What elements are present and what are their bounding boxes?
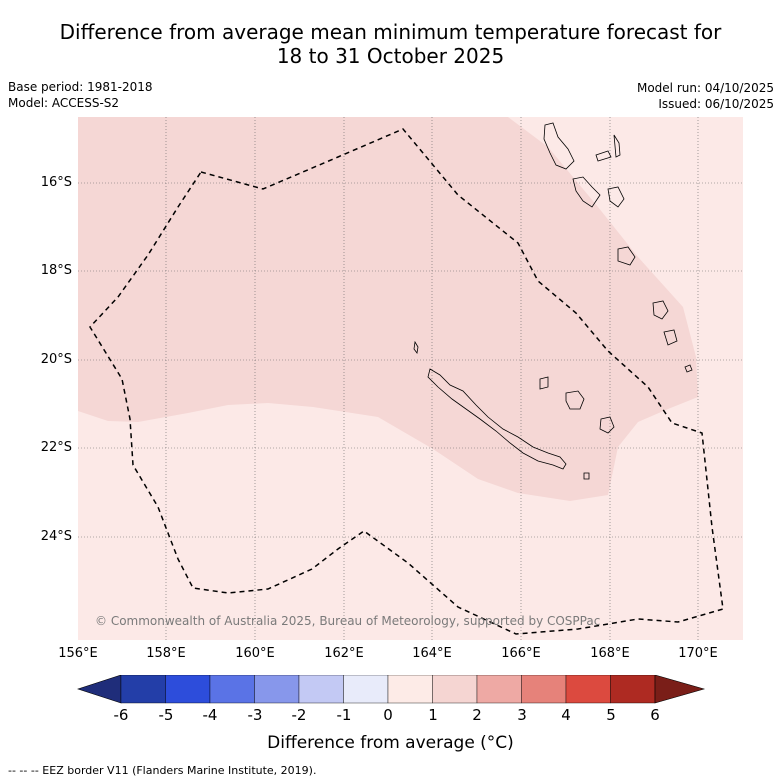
colorbar-label: -1 (336, 706, 352, 724)
colorbar-segment (565, 675, 611, 704)
colorbar-segment (476, 675, 522, 704)
colorbar-label: 1 (428, 706, 438, 724)
lon-label-170e: 170°E (678, 646, 718, 661)
colorbar-label: -2 (291, 706, 307, 724)
vanuatu-pentecost (607, 186, 625, 208)
colorbar-label: 5 (606, 706, 616, 724)
new-caledonia-island (427, 368, 567, 470)
colorbar-segment (387, 675, 433, 704)
forecast-map[interactable] (78, 117, 743, 640)
colorbar-label: -4 (202, 706, 218, 724)
isle-of-pines (583, 472, 590, 480)
eez-border (89, 128, 724, 635)
model-name: Model: ACCESS-S2 (8, 96, 120, 110)
colorbar-segment (521, 675, 567, 704)
colorbar-segment (209, 675, 255, 704)
colorbar-label: 0 (383, 706, 393, 724)
colorbar-segment (165, 675, 211, 704)
lat-label-18s: 18°S (40, 263, 72, 278)
colorbar (77, 675, 706, 704)
colorbar-segment (254, 675, 300, 704)
base-period: Base period: 1981-2018 (8, 80, 153, 94)
model-run: Model run: 04/10/2025 (636, 81, 774, 95)
chart-title-line2: 18 to 31 October 2025 (276, 44, 505, 68)
colorbar-label: 4 (561, 706, 571, 724)
vanuatu-espiritu-santo (543, 122, 575, 170)
colorbar-label: 3 (517, 706, 527, 724)
colorbar-label: -6 (113, 706, 129, 724)
colorbar-extend-high (654, 675, 706, 704)
lon-label-160e: 160°E (235, 646, 275, 661)
colorbar-segment (610, 675, 656, 704)
colorbar-extend-low (77, 675, 122, 704)
colorbar-segment (120, 675, 166, 704)
colorbar-segment (343, 675, 389, 704)
lat-label-16s: 16°S (40, 175, 72, 190)
lat-label-20s: 20°S (40, 352, 72, 367)
vanuatu-maewo (613, 134, 621, 158)
colorbar-segment (298, 675, 344, 704)
lon-label-168e: 168°E (590, 646, 630, 661)
loyalty-island-lifou (565, 390, 585, 410)
colorbar-label: 6 (650, 706, 660, 724)
vanuatu-malakula (572, 176, 601, 208)
colorbar-label: -3 (247, 706, 263, 724)
eez-footnote: -- -- -- EEZ border V11 (Flanders Marine… (8, 764, 317, 777)
lat-label-24s: 24°S (40, 529, 72, 544)
lon-label-162e: 162°E (324, 646, 364, 661)
anomaly-region-1-2 (78, 117, 698, 501)
vanuatu-ambae (595, 150, 612, 162)
colorbar-segment (432, 675, 478, 704)
lon-label-156e: 156°E (58, 646, 98, 661)
colorbar-label: 2 (472, 706, 482, 724)
colorbar-title: Difference from average (°C) (267, 733, 514, 753)
lon-label-166e: 166°E (501, 646, 541, 661)
vanuatu-tanna (663, 329, 678, 346)
lon-label-158e: 158°E (146, 646, 186, 661)
lat-label-22s: 22°S (40, 440, 72, 455)
grid-lines (78, 117, 743, 640)
chart-title-line1: Difference from average mean minimum tem… (59, 20, 722, 44)
issued-date: Issued: 06/10/2025 (658, 97, 774, 111)
loyalty-island-ouvea (539, 376, 549, 390)
vanuatu-erromango (652, 300, 669, 320)
loyalty-island-mare (599, 416, 615, 434)
lon-label-164e: 164°E (412, 646, 452, 661)
vanuatu-aneityum (684, 364, 693, 373)
copyright-notice: © Commonwealth of Australia 2025, Bureau… (95, 614, 601, 628)
belep-islands (413, 340, 419, 354)
colorbar-label: -5 (158, 706, 174, 724)
vanuatu-efate (617, 246, 636, 266)
